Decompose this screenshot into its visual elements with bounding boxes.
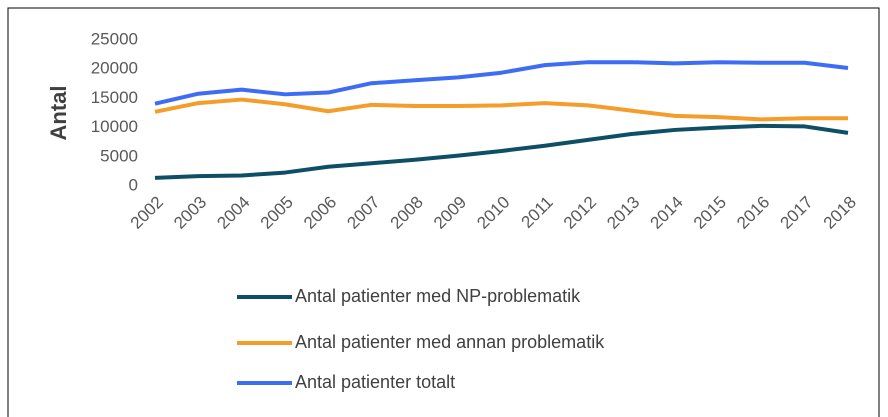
series-line — [154, 97, 848, 122]
y-axis-label: Antal — [46, 86, 71, 141]
y-tick-label: 0 — [129, 175, 138, 194]
y-tick-label: 15000 — [91, 88, 138, 107]
y-tick-label: 10000 — [91, 117, 138, 136]
chart-border — [7, 7, 880, 417]
y-tick-label: 5000 — [100, 146, 138, 165]
y-tick-label: 20000 — [91, 59, 138, 78]
series-line — [154, 123, 849, 180]
legend-label: Antal patienter med NP-problematik — [295, 286, 581, 306]
series-line — [154, 60, 849, 106]
y-tick-label: 25000 — [91, 29, 138, 48]
legend-label: Antal patienter med annan problematik — [295, 332, 605, 352]
legend-label: Antal patienter totalt — [295, 372, 455, 392]
